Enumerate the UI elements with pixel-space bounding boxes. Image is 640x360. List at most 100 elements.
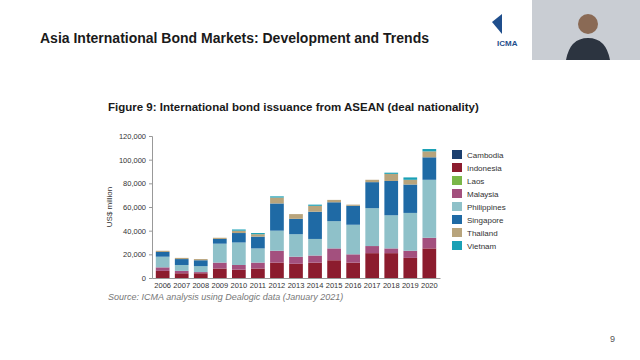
x-axis-line	[153, 278, 441, 279]
bar	[156, 267, 170, 271]
bar	[346, 206, 360, 225]
series-bars	[156, 157, 436, 266]
bar	[213, 244, 227, 263]
bar	[251, 237, 265, 249]
bar	[156, 271, 170, 278]
y-tick-label: 40,000	[123, 227, 146, 236]
bar	[384, 174, 398, 181]
legend-label: Malaysia	[467, 190, 499, 199]
bar	[422, 248, 436, 278]
logo: ICMA	[492, 14, 518, 48]
x-tick: 2014	[307, 281, 324, 290]
bar	[175, 265, 189, 271]
bar	[365, 208, 379, 246]
y-tick-label: 20,000	[123, 250, 146, 259]
x-tick-label: 2006	[154, 281, 171, 290]
y-tick-label: 80,000	[123, 179, 146, 188]
x-tick-label: 2008	[192, 281, 209, 290]
y-tick: 20,000	[123, 250, 152, 259]
legend-swatch	[452, 215, 462, 224]
logo-text: ICMA	[497, 39, 518, 48]
bar	[270, 198, 284, 204]
bar	[289, 264, 303, 278]
bar	[251, 234, 265, 236]
legend-swatch	[452, 202, 462, 211]
bar	[346, 204, 360, 205]
bar	[365, 182, 379, 208]
bars	[156, 149, 436, 278]
legend-label: Thailand	[467, 229, 498, 238]
x-tick-label: 2019	[402, 281, 419, 290]
x-tick-label: 2009	[211, 281, 228, 290]
bar	[422, 151, 436, 157]
y-axis-line	[149, 137, 153, 279]
y-tick: 60,000	[123, 203, 152, 212]
bar	[403, 180, 417, 185]
y-tick-mark	[149, 160, 152, 161]
bar	[232, 265, 246, 270]
bar	[194, 273, 208, 274]
chart-title: Figure 9: International bond issuance fr…	[108, 101, 479, 113]
bar	[289, 214, 303, 219]
y-tick-mark	[149, 136, 152, 137]
bar	[384, 215, 398, 248]
y-tick-label: 120,000	[119, 132, 146, 141]
bar	[175, 257, 189, 258]
x-tick-label: 2015	[326, 281, 343, 290]
y-tick: 80,000	[123, 179, 152, 188]
x-tick-label: 2012	[269, 281, 286, 290]
bar	[422, 157, 436, 179]
bar	[194, 272, 208, 273]
bar	[403, 213, 417, 251]
bar	[175, 273, 189, 278]
video-frame	[532, 0, 640, 60]
bar	[365, 180, 379, 182]
bar	[327, 200, 341, 202]
x-tick: 2018	[383, 281, 400, 290]
legend-swatch	[452, 150, 462, 159]
bar	[270, 203, 284, 230]
bar	[308, 239, 322, 256]
bar	[213, 239, 227, 244]
x-tick: 2007	[173, 281, 190, 290]
legend-label: Philippines	[467, 203, 506, 212]
video-person-body	[566, 38, 610, 60]
x-tick: 2009	[211, 281, 228, 290]
bar	[251, 233, 265, 234]
legend: CambodiaIndonesiaLaosMalaysiaPhilippines…	[452, 150, 506, 251]
bar	[194, 266, 208, 272]
slide: Asia International Bond Markets: Develop…	[0, 0, 640, 360]
page-number: 9	[610, 334, 615, 344]
legend-label: Laos	[467, 177, 484, 186]
y-tick: 0	[142, 274, 152, 283]
x-tick: 2016	[345, 281, 362, 290]
legend-item: Philippines	[452, 202, 506, 212]
bar	[156, 251, 170, 252]
legend-item: Thailand	[452, 228, 498, 238]
legend-swatch	[452, 228, 462, 237]
bar	[403, 258, 417, 278]
bar	[194, 259, 208, 260]
bar	[308, 256, 322, 263]
x-tick: 2017	[364, 281, 381, 290]
x-tick-label: 2013	[288, 281, 305, 290]
bar	[289, 214, 303, 215]
bar	[365, 253, 379, 278]
y-tick-label: 100,000	[119, 156, 146, 165]
bar	[403, 177, 417, 179]
x-tick-label: 2020	[421, 281, 438, 290]
bar	[270, 263, 284, 278]
bar	[232, 233, 246, 242]
bar	[156, 257, 170, 268]
legend-label: Cambodia	[467, 151, 504, 160]
series-bars	[156, 180, 436, 272]
x-tick-label: 2007	[173, 281, 190, 290]
video-overlay	[532, 0, 640, 60]
bar	[346, 225, 360, 255]
bar	[384, 253, 398, 278]
series-bars	[156, 151, 436, 260]
bar	[346, 205, 360, 206]
x-tick-label: 2014	[307, 281, 324, 290]
bar	[213, 263, 227, 269]
bar	[251, 269, 265, 278]
